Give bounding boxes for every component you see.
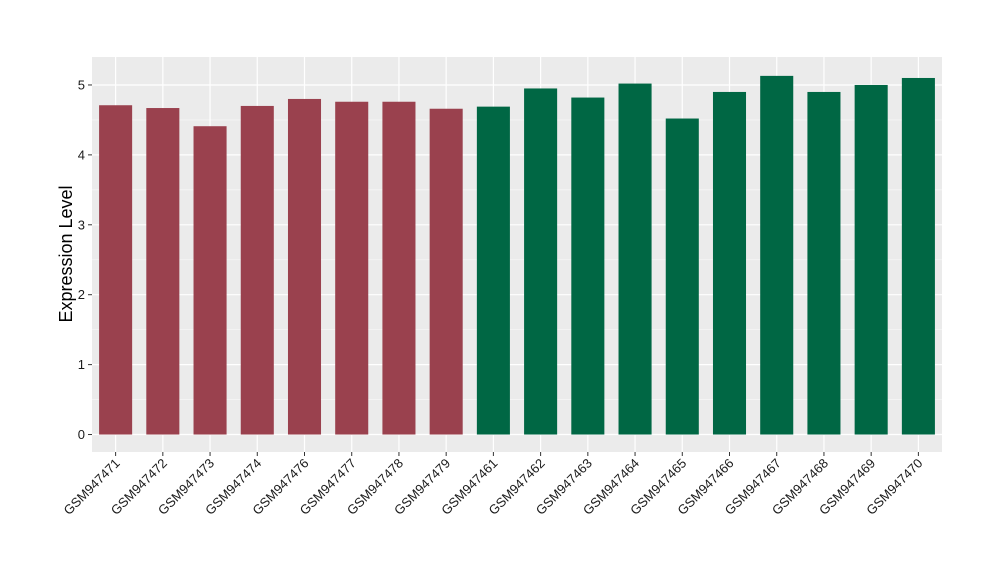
- y-axis-title: Expression Level: [56, 185, 76, 322]
- bar-GSM947474: [240, 105, 274, 435]
- bar-GSM947478: [382, 101, 416, 435]
- bar-GSM947462: [524, 88, 558, 435]
- plot-panel: [92, 57, 942, 452]
- bar-GSM947461: [476, 106, 510, 435]
- bars: [99, 75, 935, 435]
- bar-GSM947479: [429, 108, 463, 435]
- bar-GSM947468: [807, 91, 841, 435]
- y-axis-ticks: 0 1 2 3 4 5: [78, 77, 92, 442]
- bar-GSM947463: [571, 97, 605, 435]
- bar-GSM947466: [712, 91, 747, 435]
- bar-GSM947477: [335, 101, 369, 435]
- y-tick-label: 4: [78, 147, 85, 162]
- y-tick-label: 1: [78, 357, 85, 372]
- y-tick-label: 0: [78, 427, 85, 442]
- bar-GSM947471: [99, 105, 133, 435]
- bar-GSM947476: [287, 98, 322, 435]
- x-axis-ticks: GSM947471GSM947472GSM947473GSM947474GSM9…: [61, 452, 926, 518]
- y-tick-label: 3: [78, 217, 85, 232]
- bar-GSM947473: [193, 126, 227, 435]
- bar-GSM947470: [901, 77, 935, 435]
- y-tick-label: 5: [78, 77, 85, 92]
- bar-GSM947469: [854, 84, 888, 435]
- bar-GSM947472: [146, 108, 180, 435]
- bar-GSM947465: [665, 118, 699, 435]
- bar-GSM947464: [618, 83, 652, 435]
- bar-GSM947467: [760, 75, 794, 435]
- y-tick-label: 2: [78, 287, 85, 302]
